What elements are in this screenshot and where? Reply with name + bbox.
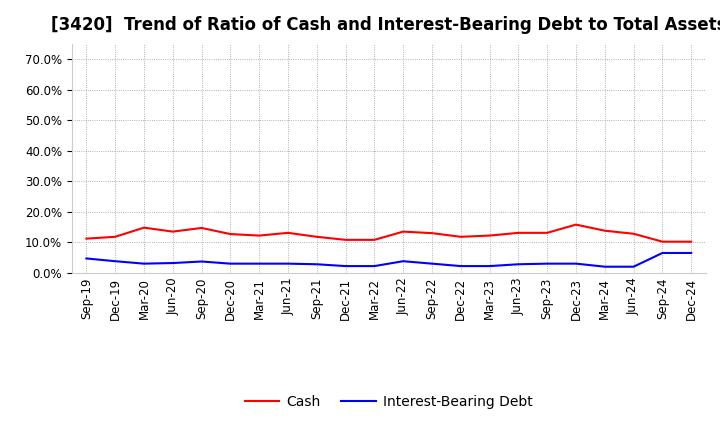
- Interest-Bearing Debt: [255, 261, 264, 266]
- Cash: [629, 231, 638, 236]
- Interest-Bearing Debt: [82, 256, 91, 261]
- Cash: [485, 233, 494, 238]
- Interest-Bearing Debt: [399, 259, 408, 264]
- Cash: [572, 222, 580, 227]
- Cash: [456, 234, 465, 239]
- Cash: [111, 234, 120, 239]
- Interest-Bearing Debt: [370, 264, 379, 269]
- Interest-Bearing Debt: [629, 264, 638, 269]
- Interest-Bearing Debt: [600, 264, 609, 269]
- Interest-Bearing Debt: [485, 264, 494, 269]
- Cash: [255, 233, 264, 238]
- Cash: [197, 225, 206, 231]
- Interest-Bearing Debt: [514, 262, 523, 267]
- Interest-Bearing Debt: [456, 264, 465, 269]
- Line: Interest-Bearing Debt: Interest-Bearing Debt: [86, 253, 691, 267]
- Interest-Bearing Debt: [284, 261, 292, 266]
- Interest-Bearing Debt: [111, 259, 120, 264]
- Interest-Bearing Debt: [572, 261, 580, 266]
- Cash: [658, 239, 667, 244]
- Cash: [600, 228, 609, 233]
- Cash: [284, 230, 292, 235]
- Cash: [543, 230, 552, 235]
- Interest-Bearing Debt: [543, 261, 552, 266]
- Cash: [312, 234, 321, 239]
- Cash: [168, 229, 177, 234]
- Cash: [687, 239, 696, 244]
- Line: Cash: Cash: [86, 224, 691, 242]
- Cash: [514, 230, 523, 235]
- Interest-Bearing Debt: [687, 250, 696, 256]
- Title: [3420]  Trend of Ratio of Cash and Interest-Bearing Debt to Total Assets: [3420] Trend of Ratio of Cash and Intere…: [51, 16, 720, 34]
- Interest-Bearing Debt: [140, 261, 148, 266]
- Legend: Cash, Interest-Bearing Debt: Cash, Interest-Bearing Debt: [239, 389, 539, 414]
- Cash: [82, 236, 91, 241]
- Interest-Bearing Debt: [168, 260, 177, 266]
- Interest-Bearing Debt: [197, 259, 206, 264]
- Cash: [140, 225, 148, 230]
- Interest-Bearing Debt: [658, 250, 667, 256]
- Cash: [226, 231, 235, 237]
- Cash: [341, 237, 350, 242]
- Interest-Bearing Debt: [312, 262, 321, 267]
- Cash: [428, 231, 436, 236]
- Cash: [370, 237, 379, 242]
- Cash: [399, 229, 408, 234]
- Interest-Bearing Debt: [226, 261, 235, 266]
- Interest-Bearing Debt: [341, 264, 350, 269]
- Interest-Bearing Debt: [428, 261, 436, 266]
